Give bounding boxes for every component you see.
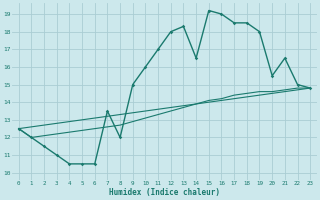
X-axis label: Humidex (Indice chaleur): Humidex (Indice chaleur) (109, 188, 220, 197)
